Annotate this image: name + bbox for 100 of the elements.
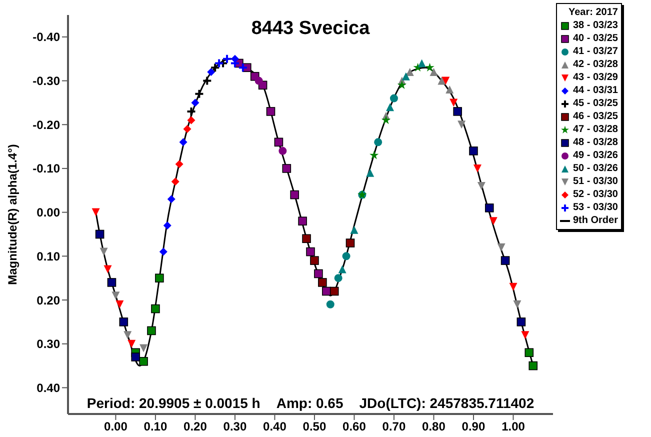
point (326, 300, 334, 308)
point (521, 331, 530, 340)
y-tick-label: 0.20 (36, 293, 60, 308)
point (214, 58, 224, 68)
point (183, 125, 192, 133)
point (202, 76, 212, 86)
x-tick-label: 0.80 (422, 420, 446, 434)
point (374, 138, 382, 146)
x-tick-label: 0.00 (104, 420, 128, 434)
point (500, 256, 510, 265)
point (438, 76, 446, 85)
x-tick-label: 0.50 (302, 420, 326, 434)
point (290, 190, 299, 200)
point (418, 59, 426, 68)
point (458, 120, 466, 129)
legend-label: 53 - 03/30 (572, 201, 618, 214)
annotation: JDo(LTC): 2457835.711402 (359, 395, 534, 411)
point (116, 300, 124, 308)
point (278, 146, 287, 155)
point (104, 265, 112, 274)
point (179, 138, 188, 146)
point (298, 216, 307, 226)
point (167, 195, 176, 204)
x-tick-label: 0.40 (263, 420, 287, 434)
point (516, 318, 526, 326)
legend-label: 51 - 03/30 (572, 175, 618, 188)
point (469, 146, 478, 156)
point (406, 68, 414, 76)
point (489, 217, 498, 226)
y-axis-title: Magnitude(R) alpha(1.4°) (5, 144, 20, 285)
point (306, 247, 315, 256)
point (124, 331, 132, 340)
point (171, 178, 180, 186)
x-tick-label: 0.30 (223, 420, 247, 434)
point (191, 98, 200, 107)
legend-label: 38 - 03/23 (572, 19, 618, 32)
point (381, 115, 391, 124)
y-tick-label: 0.10 (36, 249, 60, 264)
point (186, 106, 196, 116)
point (155, 274, 164, 282)
point (95, 230, 104, 239)
point (302, 234, 311, 244)
y-tick-label: -0.30 (32, 74, 60, 88)
legend-label: 50 - 03/26 (572, 162, 618, 175)
point (310, 256, 319, 265)
legend-label: 42 - 03/28 (572, 58, 618, 71)
point (397, 80, 406, 90)
point (334, 274, 342, 282)
x-tick-label: 0.10 (144, 420, 168, 434)
point (442, 76, 450, 85)
legend-label: 47 - 03/28 (572, 123, 618, 136)
point (528, 361, 538, 370)
point (100, 248, 108, 256)
point (338, 265, 346, 274)
point (159, 248, 168, 256)
point (477, 182, 486, 190)
point (484, 204, 494, 212)
y-tick-label: 0.00 (36, 206, 60, 220)
chart-title: 8443 Svecica (250, 18, 371, 40)
point (453, 107, 462, 116)
point (92, 208, 100, 216)
x-tick-label: 1.00 (502, 420, 526, 434)
point (342, 252, 350, 260)
point (430, 68, 438, 76)
point (266, 107, 276, 116)
point (473, 164, 482, 172)
annotation: Amp: 0.65 (276, 395, 344, 411)
point (314, 269, 323, 278)
point (497, 243, 506, 252)
point (140, 344, 148, 352)
point (187, 116, 196, 124)
legend-label: 43 - 03/29 (572, 71, 618, 84)
legend-label: 46 - 03/25 (572, 110, 618, 123)
legend-label: 52 - 03/30 (572, 188, 618, 201)
legend-label: 45 - 03/25 (572, 97, 618, 110)
point (346, 238, 355, 248)
point (274, 138, 284, 147)
x-tick-label: 0.60 (342, 420, 366, 434)
point (330, 286, 339, 296)
point (390, 94, 398, 102)
point (151, 304, 160, 314)
point (107, 278, 116, 287)
point (524, 348, 534, 358)
point (282, 164, 292, 173)
point (139, 356, 148, 366)
legend-label: 48 - 03/28 (572, 136, 618, 149)
legend-title: Year: 2017 (568, 6, 618, 19)
y-tick-label: -0.40 (32, 30, 60, 44)
point (350, 226, 358, 234)
point (318, 278, 327, 287)
legend-label: 49 - 03/26 (572, 149, 618, 162)
point (119, 318, 128, 326)
point (254, 76, 263, 85)
point (450, 98, 458, 107)
x-tick-label: 0.20 (184, 420, 208, 434)
point (163, 221, 172, 230)
point (386, 103, 394, 112)
point (370, 150, 379, 160)
point (402, 72, 410, 80)
legend-label: 9th Order (572, 214, 618, 227)
